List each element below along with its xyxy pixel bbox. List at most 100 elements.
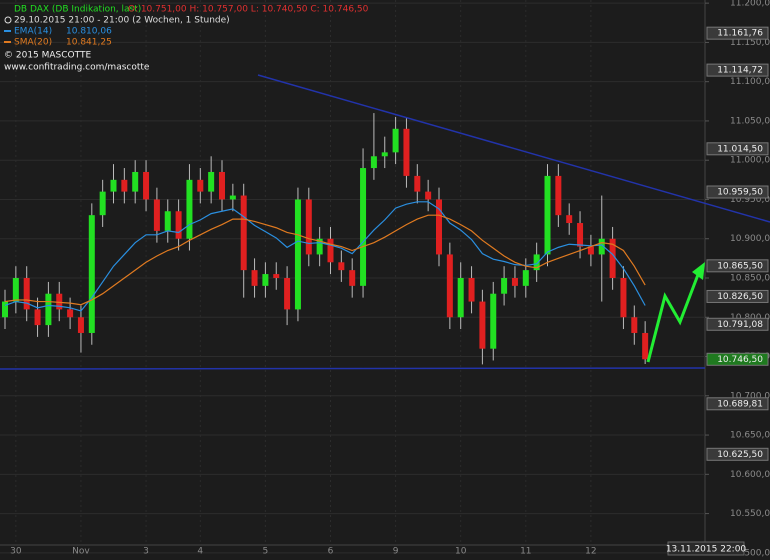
candle-body [219,171,225,200]
price-marker [706,259,769,273]
x-tick-label: 4 [197,547,203,557]
candle-body [175,211,182,239]
x-tick-label: 10 [455,547,467,557]
candle-body [577,223,584,247]
legend-label: SMA(20) [14,38,52,48]
x-tick-label: 5 [263,547,269,557]
price-marker [706,397,769,411]
y-tick-label: 10.850,00 [730,273,770,283]
candle-body [457,277,464,318]
candle-body [370,156,377,169]
price-marker [706,142,769,156]
candle-body [446,254,453,318]
candle-body [566,215,573,224]
y-tick-label: 10.800,00 [730,313,770,323]
candle-body [436,199,442,255]
price-marker-label: 11.161,76 [717,29,763,39]
candle-body [45,293,52,326]
price-marker-label: 10.625,50 [717,450,763,460]
candle-body [305,199,312,255]
candle-body [132,171,139,192]
indicator-line [4,201,646,312]
price-marker-label: 10.746,50 [717,355,763,365]
trend-line [257,74,770,223]
y-tick-label: 11.050,00 [730,116,770,126]
candle-body [620,277,627,318]
candle-body [153,199,160,231]
price-marker [706,317,769,331]
candle-body [642,332,649,360]
price-marker [706,289,769,303]
candle-body [544,175,551,255]
candle-body [2,301,8,318]
price-marker-label: 10.791,08 [717,320,763,330]
candle-body [533,254,540,271]
candle-body [273,274,280,278]
candle-body [23,277,30,310]
candle-body [251,270,258,286]
candle-body [349,270,356,286]
y-tick-label: 10.900,00 [730,234,770,244]
candle-body [338,262,345,271]
candle-body [403,128,410,176]
price-marker-label: 11.114,72 [717,66,763,76]
candle-body [555,175,562,216]
x-tick-label: 12 [585,547,596,557]
candle-body [609,238,616,278]
candle-body [229,195,236,200]
candle-body [262,274,269,286]
candle-body [598,238,605,255]
candle-body [197,179,204,192]
price-marker [706,26,769,40]
candle-body [381,152,388,157]
ohlc: O: 10.751,00 H: 10.757,00 L: 10.740,50 C… [128,5,369,15]
candle-body [414,175,421,192]
candle-body [34,309,41,326]
price-marker-label: 10.689,81 [717,399,763,409]
candle-body [186,179,193,239]
y-tick-label: 10.950,00 [730,195,770,205]
candle-body [110,179,117,192]
candle-body [522,270,529,286]
candle-body [121,179,128,192]
x-tick-label: 6 [328,547,334,557]
y-tick-label: 11.150,00 [730,38,770,48]
y-tick-label: 11.200,00 [730,0,770,9]
copyright: © 2015 MASCOTTE [4,51,91,61]
legend-value: 10.841,25 [66,38,112,48]
x-tick-label: 11 [520,547,531,557]
url: www.confitrading.com/mascotte [4,63,150,73]
y-tick-label: 10.600,00 [730,470,770,480]
candle-body [284,277,291,310]
candle-body [12,277,19,302]
candle-body [468,277,475,302]
candle-body [327,238,334,263]
candle-body [67,309,74,318]
candle-body [143,171,150,200]
price-marker [706,185,769,199]
candle-body [425,191,432,200]
candle-body [587,246,594,255]
candle-body [56,293,63,310]
candle-body [511,277,518,286]
arrow-head [692,262,705,280]
period: 29.10.2015 21:00 - 21:00 (2 Wochen, 1 St… [14,16,230,26]
candle-body [294,199,301,310]
x-tick-label: Nov [72,547,90,557]
clock-icon [4,16,12,24]
candle-body [88,215,95,333]
y-tick-label: 11.100,00 [730,77,770,87]
candle-body [490,293,497,349]
candle-body [99,191,106,216]
x-tick-label: 3 [143,547,149,557]
legend-label: EMA(14) [14,27,52,37]
y-tick-label: 10.650,00 [730,431,770,441]
price-marker-label: 10.959,50 [717,188,763,198]
candle-body [316,238,323,255]
candle-body [392,128,399,153]
support-line [0,367,706,370]
candle-body [360,168,367,286]
price-marker-label: 10.865,50 [717,261,763,271]
